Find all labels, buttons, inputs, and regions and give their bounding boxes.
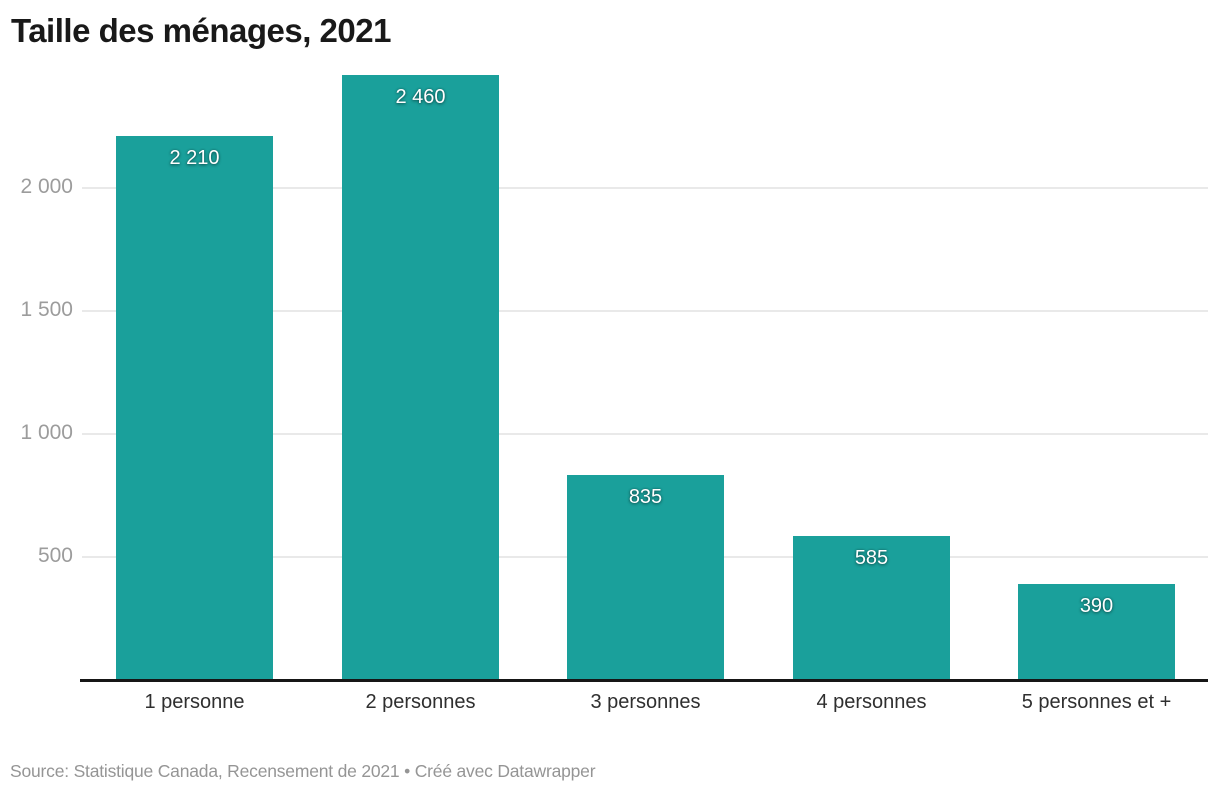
- y-tick-label: 2 000: [20, 175, 73, 198]
- grid-line: [82, 433, 1208, 435]
- grid-line: [82, 187, 1208, 189]
- bar-2[interactable]: 2 460: [342, 75, 499, 680]
- bar-1[interactable]: 2 210: [116, 136, 273, 680]
- source-caption: Source: Statistique Canada, Recensement …: [10, 761, 596, 781]
- x-category-label: 3 personnes: [590, 691, 701, 713]
- chart-title: Taille des ménages, 2021: [11, 12, 391, 49]
- bar-4[interactable]: 585: [793, 536, 950, 680]
- x-category-label: 4 personnes: [816, 691, 927, 713]
- bar-value-label: 585: [854, 547, 889, 569]
- grid-line: [82, 310, 1208, 312]
- x-category-label: 5 personnes et +: [1021, 691, 1172, 713]
- bar-value-label: 835: [628, 486, 663, 508]
- y-tick-label: 1 000: [20, 421, 73, 444]
- x-category-label: 2 personnes: [365, 691, 476, 713]
- y-tick-label: 500: [37, 544, 73, 567]
- x-category-label: 1 personne: [144, 691, 245, 713]
- bar-value-label: 390: [1079, 595, 1114, 617]
- bar-value-label: 2 210: [169, 147, 220, 169]
- bar-3[interactable]: 835: [567, 475, 724, 680]
- x-axis-line: [80, 679, 1208, 682]
- bar-value-label: 2 460: [395, 86, 446, 108]
- bar-5[interactable]: 390: [1018, 584, 1175, 680]
- y-tick-label: 1 500: [20, 298, 73, 321]
